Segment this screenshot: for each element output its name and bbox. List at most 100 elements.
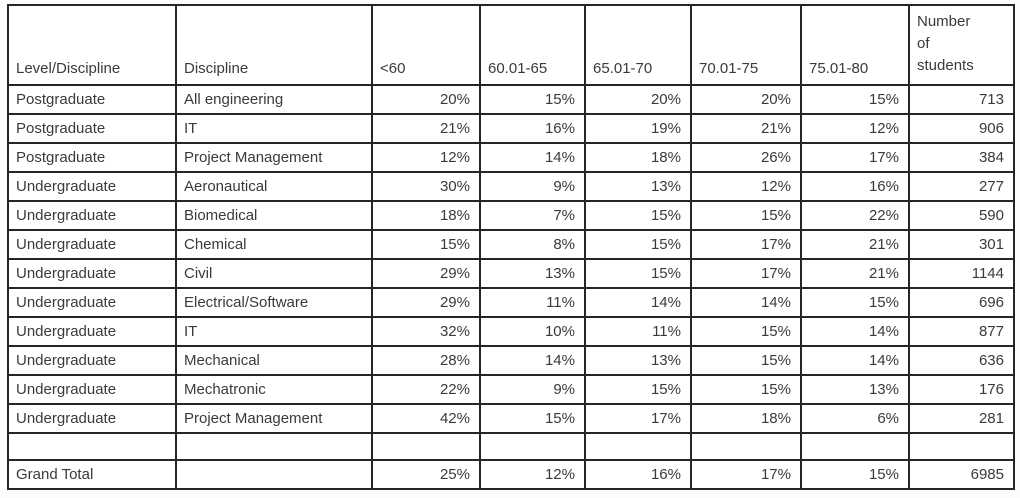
pct-lt60-cell: 20% [371, 84, 481, 115]
level-cell: Postgraduate [7, 142, 177, 173]
header-level-discipline: Level/Discipline [7, 4, 177, 86]
students-cell: 590 [908, 200, 1015, 231]
header-75-80: 75.01-80 [800, 4, 910, 86]
pct-70-75-cell: 12% [690, 171, 802, 202]
empty-cell [371, 432, 481, 461]
table-row: Undergraduate Mechanical 28% 14% 13% 15% 14% 63… [7, 345, 1015, 376]
discipline-cell: Mechanical [175, 345, 373, 376]
discipline-cell: IT [175, 316, 373, 347]
discipline-cell: Chemical [175, 229, 373, 260]
students-cell: 1144 [908, 258, 1015, 289]
pct-70-75-cell: 18% [690, 403, 802, 434]
pct-lt60-cell: 15% [371, 229, 481, 260]
table-row: Undergraduate Chemical 15% 8% 15% 17% 21% 301 [7, 229, 1015, 260]
empty-cell [690, 432, 802, 461]
pct-75-80-cell: 22% [800, 200, 910, 231]
pct-70-75-cell: 15% [690, 345, 802, 376]
pct-65-70-cell: 15% [584, 374, 692, 405]
table-footer: Grand Total 25% 12% 16% 17% 15% 6985 [7, 459, 1015, 490]
grand-total-label-cell: Grand Total [7, 459, 177, 490]
level-cell: Undergraduate [7, 374, 177, 405]
header-number-of-students-label: Number of students [917, 13, 974, 74]
pct-60-65-cell: 9% [479, 171, 586, 202]
pct-60-65-cell: 10% [479, 316, 586, 347]
students-cell: 277 [908, 171, 1015, 202]
students-cell: 906 [908, 113, 1015, 144]
level-cell: Undergraduate [7, 316, 177, 347]
level-cell: Undergraduate [7, 345, 177, 376]
pct-lt60-cell: 22% [371, 374, 481, 405]
level-cell: Undergraduate [7, 229, 177, 260]
pct-65-70-cell: 14% [584, 287, 692, 318]
pct-lt60-cell: 21% [371, 113, 481, 144]
level-cell: Undergraduate [7, 287, 177, 318]
table-row: Undergraduate IT 32% 10% 11% 15% 14% 877 [7, 316, 1015, 347]
pct-75-80-cell: 17% [800, 142, 910, 173]
pct-65-70-cell: 13% [584, 345, 692, 376]
pct-60-65-cell: 13% [479, 258, 586, 289]
pct-70-75-cell: 21% [690, 113, 802, 144]
pct-75-80-cell: 12% [800, 113, 910, 144]
pct-60-65-cell: 7% [479, 200, 586, 231]
students-cell: 636 [908, 345, 1015, 376]
pct-lt60-cell: 30% [371, 171, 481, 202]
pct-70-75-cell: 15% [690, 374, 802, 405]
table-row: Undergraduate Biomedical 18% 7% 15% 15% 22% 590 [7, 200, 1015, 231]
pct-75-80-cell: 14% [800, 345, 910, 376]
pct-60-65-cell: 16% [479, 113, 586, 144]
pct-lt60-cell: 28% [371, 345, 481, 376]
header-row: Level/Discipline Discipline <60 60.01-65… [7, 4, 1015, 86]
header-65-70: 65.01-70 [584, 4, 692, 86]
empty-cell [175, 432, 373, 461]
pct-75-80-cell: 21% [800, 229, 910, 260]
header-number-of-students: Number of students [908, 4, 1015, 86]
pct-60-65-cell: 8% [479, 229, 586, 260]
level-cell: Undergraduate [7, 171, 177, 202]
table-header: Level/Discipline Discipline <60 60.01-65… [7, 4, 1015, 86]
pct-60-65-cell: 11% [479, 287, 586, 318]
table-row: Undergraduate Project Management 42% 15% 17%… [7, 403, 1015, 434]
level-cell: Undergraduate [7, 403, 177, 434]
grand-total-60-65-cell: 12% [479, 459, 586, 490]
students-cell: 713 [908, 84, 1015, 115]
pct-60-65-cell: 14% [479, 142, 586, 173]
pct-lt60-cell: 18% [371, 200, 481, 231]
pct-65-70-cell: 19% [584, 113, 692, 144]
table-body: Postgraduate All engineering 20% 15% 20% 20% 1… [7, 84, 1015, 461]
empty-cell [800, 432, 910, 461]
empty-cell [479, 432, 586, 461]
grand-total-lt60-cell: 25% [371, 459, 481, 490]
pct-lt60-cell: 29% [371, 287, 481, 318]
pct-60-65-cell: 15% [479, 403, 586, 434]
discipline-cell: Project Management [175, 403, 373, 434]
students-cell: 301 [908, 229, 1015, 260]
grand-total-students-cell: 6985 [908, 459, 1015, 490]
discipline-cell: Biomedical [175, 200, 373, 231]
pct-65-70-cell: 17% [584, 403, 692, 434]
empty-cell [584, 432, 692, 461]
pct-65-70-cell: 13% [584, 171, 692, 202]
grand-total-row: Grand Total 25% 12% 16% 17% 15% 6985 [7, 459, 1015, 490]
header-60-65: 60.01-65 [479, 4, 586, 86]
empty-row [7, 432, 1015, 461]
pct-65-70-cell: 18% [584, 142, 692, 173]
discipline-cell: Civil [175, 258, 373, 289]
students-cell: 176 [908, 374, 1015, 405]
discipline-cell: Project Management [175, 142, 373, 173]
empty-cell [908, 432, 1015, 461]
discipline-cell: IT [175, 113, 373, 144]
empty-cell [7, 432, 177, 461]
pct-lt60-cell: 29% [371, 258, 481, 289]
level-cell: Postgraduate [7, 113, 177, 144]
pct-65-70-cell: 11% [584, 316, 692, 347]
pct-75-80-cell: 13% [800, 374, 910, 405]
table-row: Undergraduate Electrical/Software 29% 11% 14… [7, 287, 1015, 318]
level-cell: Undergraduate [7, 200, 177, 231]
level-cell: Undergraduate [7, 258, 177, 289]
pct-70-75-cell: 20% [690, 84, 802, 115]
pct-60-65-cell: 15% [479, 84, 586, 115]
pct-65-70-cell: 15% [584, 258, 692, 289]
table-row: Undergraduate Aeronautical 30% 9% 13% 12% 16% 2… [7, 171, 1015, 202]
header-70-75: 70.01-75 [690, 4, 802, 86]
